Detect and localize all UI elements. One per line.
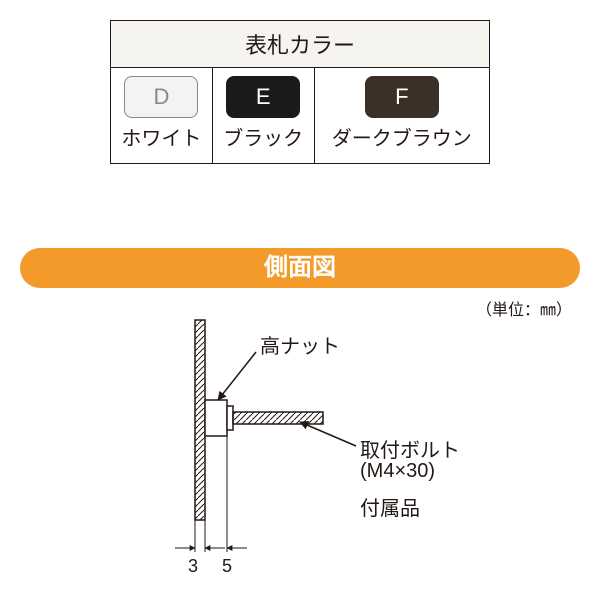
bolt-label: 取付ボルト [360,434,460,463]
color-cell-d: D ホワイト [111,68,213,164]
bolt-spec-label: (M4×30) [360,460,435,483]
swatch-f: F [365,76,439,118]
color-cell-e: E ブラック [212,68,314,164]
swatch-d: D [124,76,198,118]
high-nut-leader [218,352,256,400]
high-nut-body [205,400,227,436]
high-nut-label: 高ナット [260,330,340,359]
color-table-header: 表札カラー [111,21,490,68]
high-nut-cap [227,406,233,430]
swatch-e: E [226,76,300,118]
dim-5-label: 5 [222,556,232,577]
section-title-pill: 側面図 [20,248,580,288]
swatch-f-label: ダークブラウン [332,128,472,150]
color-table: 表札カラー D ホワイト E ブラック F ダークブラウン [110,20,490,164]
side-view-diagram: 高ナット 取付ボルト (M4×30) 付属品 3 5 [0,300,600,600]
color-cell-f: F ダークブラウン [314,68,489,164]
bolt-leader [300,422,356,446]
included-label: 付属品 [360,492,420,521]
swatch-d-label: ホワイト [121,128,201,150]
plate-rect [195,320,205,520]
swatch-e-label: ブラック [223,128,303,150]
dim-3-label: 3 [188,556,198,577]
bolt-shaft [233,412,323,424]
